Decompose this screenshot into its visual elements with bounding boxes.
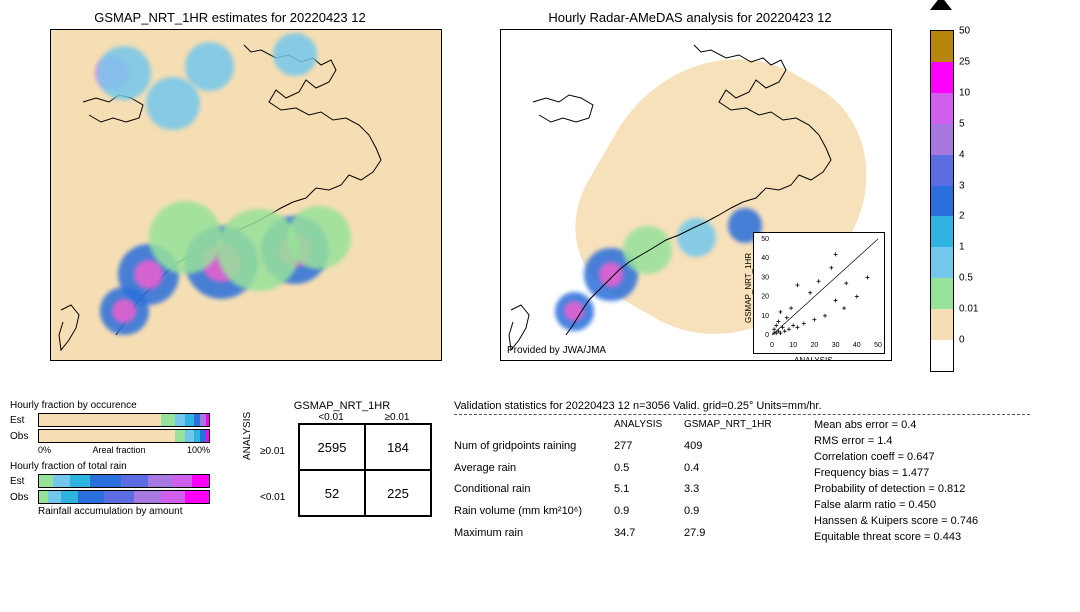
svg-text:40: 40 bbox=[853, 342, 861, 349]
contingency-cell: 184 bbox=[365, 424, 431, 470]
contingency-title: GSMAP_NRT_1HR bbox=[242, 400, 442, 412]
colorbar: 502510543210.50.010 bbox=[930, 30, 954, 372]
contingency-table: 2595 184 52 225 bbox=[298, 423, 432, 517]
colorbar-panel: 502510543210.50.010 bbox=[930, 10, 1030, 390]
amedas-map-title: Hourly Radar-AMeDAS analysis for 2022042… bbox=[460, 10, 920, 25]
svg-text:30: 30 bbox=[832, 342, 840, 349]
scatter-ylabel: GSMAP_NRT_1HR bbox=[744, 253, 753, 323]
stats-table: ANALYSISGSMAP_NRT_1HRNum of gridpoints r… bbox=[454, 419, 794, 543]
svg-text:40: 40 bbox=[761, 255, 769, 262]
stats-scores: Mean abs error = 0.4RMS error = 1.4Corre… bbox=[814, 419, 978, 543]
svg-text:10: 10 bbox=[789, 342, 797, 349]
contingency-cell: 52 bbox=[299, 470, 365, 516]
svg-text:50: 50 bbox=[874, 342, 882, 349]
contingency-cell: 225 bbox=[365, 470, 431, 516]
svg-text:0: 0 bbox=[770, 342, 774, 349]
svg-text:0: 0 bbox=[765, 332, 769, 339]
amedas-map-panel: Hourly Radar-AMeDAS analysis for 2022042… bbox=[460, 10, 920, 390]
contingency-ylabel: ANALYSIS bbox=[242, 412, 253, 460]
gsmap-map-title: GSMAP_NRT_1HR estimates for 20220423 12 bbox=[10, 10, 450, 25]
occurrence-title: Hourly fraction by occurence bbox=[10, 400, 230, 411]
provided-by-text: Provided by JWA/JMA bbox=[507, 345, 606, 356]
contingency-panel: GSMAP_NRT_1HR <0.01 ≥0.01 2595 184 52 22… bbox=[242, 400, 442, 600]
stats-panel: Validation statistics for 20220423 12 n=… bbox=[454, 400, 1030, 600]
svg-text:20: 20 bbox=[811, 342, 819, 349]
svg-text:20: 20 bbox=[761, 294, 769, 301]
svg-text:10: 10 bbox=[761, 313, 769, 320]
scatter-inset: 0010102020303040405050 ANALYSIS GSMAP_NR… bbox=[753, 232, 885, 354]
contingency-col1: ≥0.01 bbox=[364, 412, 430, 423]
svg-text:30: 30 bbox=[761, 274, 769, 281]
fraction-panel: Hourly fraction by occurence EstObs 0% A… bbox=[10, 400, 230, 600]
totalrain-footer: Rainfall accumulation by amount bbox=[38, 506, 230, 517]
stats-title: Validation statistics for 20220423 12 n=… bbox=[454, 400, 1030, 415]
contingency-col0: <0.01 bbox=[298, 412, 364, 423]
gsmap-map-frame: 120°E125°E130°E135°E140°E145°E25°N30°N35… bbox=[50, 29, 442, 361]
gsmap-map-panel: GSMAP_NRT_1HR estimates for 20220423 12 … bbox=[10, 10, 450, 390]
contingency-cell: 2595 bbox=[299, 424, 365, 470]
scatter-xlabel: ANALYSIS bbox=[794, 356, 833, 361]
svg-text:50: 50 bbox=[761, 236, 769, 243]
totalrain-title: Hourly fraction of total rain bbox=[10, 461, 230, 472]
amedas-map-frame: Provided by JWA/JMA 00 10 10 20 20 30 30 40 40 50… bbox=[500, 29, 892, 361]
occurrence-axis: 0% Areal fraction 100% bbox=[38, 445, 210, 455]
colorbar-arrow-icon bbox=[930, 0, 952, 10]
